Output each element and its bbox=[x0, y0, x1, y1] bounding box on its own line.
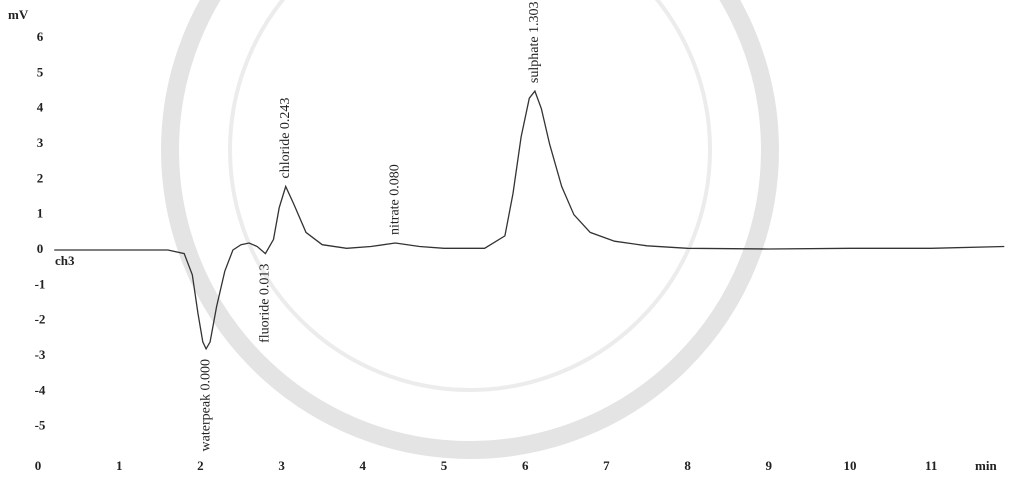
x-tick-label: 5 bbox=[441, 458, 448, 473]
y-tick-label: 0 bbox=[37, 241, 44, 256]
x-tick-label: 6 bbox=[522, 458, 529, 473]
y-tick-label: 1 bbox=[37, 206, 44, 221]
y-tick-label: 2 bbox=[37, 170, 44, 185]
x-tick-label: 7 bbox=[603, 458, 610, 473]
x-axis-label: min bbox=[975, 458, 997, 473]
y-tick-label: -3 bbox=[35, 347, 46, 362]
peak-annotation: nitrate 0.080 bbox=[387, 164, 402, 235]
y-axis-label: mV bbox=[8, 7, 29, 22]
x-tick-label: 2 bbox=[197, 458, 204, 473]
y-tick-label: 5 bbox=[37, 64, 44, 79]
y-tick-label: 4 bbox=[37, 100, 44, 115]
x-tick-label: 10 bbox=[844, 458, 857, 473]
x-tick-label: 3 bbox=[278, 458, 285, 473]
y-tick-label: -1 bbox=[35, 276, 46, 291]
x-tick-label: 11 bbox=[925, 458, 937, 473]
y-tick-label: -5 bbox=[35, 418, 46, 433]
peak-annotation: waterpeak 0.000 bbox=[198, 359, 213, 452]
y-tick-label: -2 bbox=[35, 312, 46, 327]
series-label: ch3 bbox=[55, 253, 75, 268]
x-tick-label: 8 bbox=[684, 458, 691, 473]
signal-line bbox=[54, 89, 1005, 351]
x-tick-label: 0 bbox=[35, 458, 42, 473]
watermark bbox=[161, 0, 779, 459]
watermark-ring bbox=[228, 0, 712, 392]
y-tick-label: 3 bbox=[37, 135, 44, 150]
x-tick-label: 9 bbox=[766, 458, 773, 473]
x-tick-label: 4 bbox=[360, 458, 367, 473]
peak-annotation: chloride 0.243 bbox=[278, 98, 293, 179]
y-tick-label: 6 bbox=[37, 29, 44, 44]
y-tick-label: -4 bbox=[35, 382, 46, 397]
peak-annotation: fluoride 0.013 bbox=[258, 264, 273, 343]
peak-annotation: sulphate 1.303 bbox=[527, 1, 542, 83]
x-tick-label: 1 bbox=[116, 458, 123, 473]
